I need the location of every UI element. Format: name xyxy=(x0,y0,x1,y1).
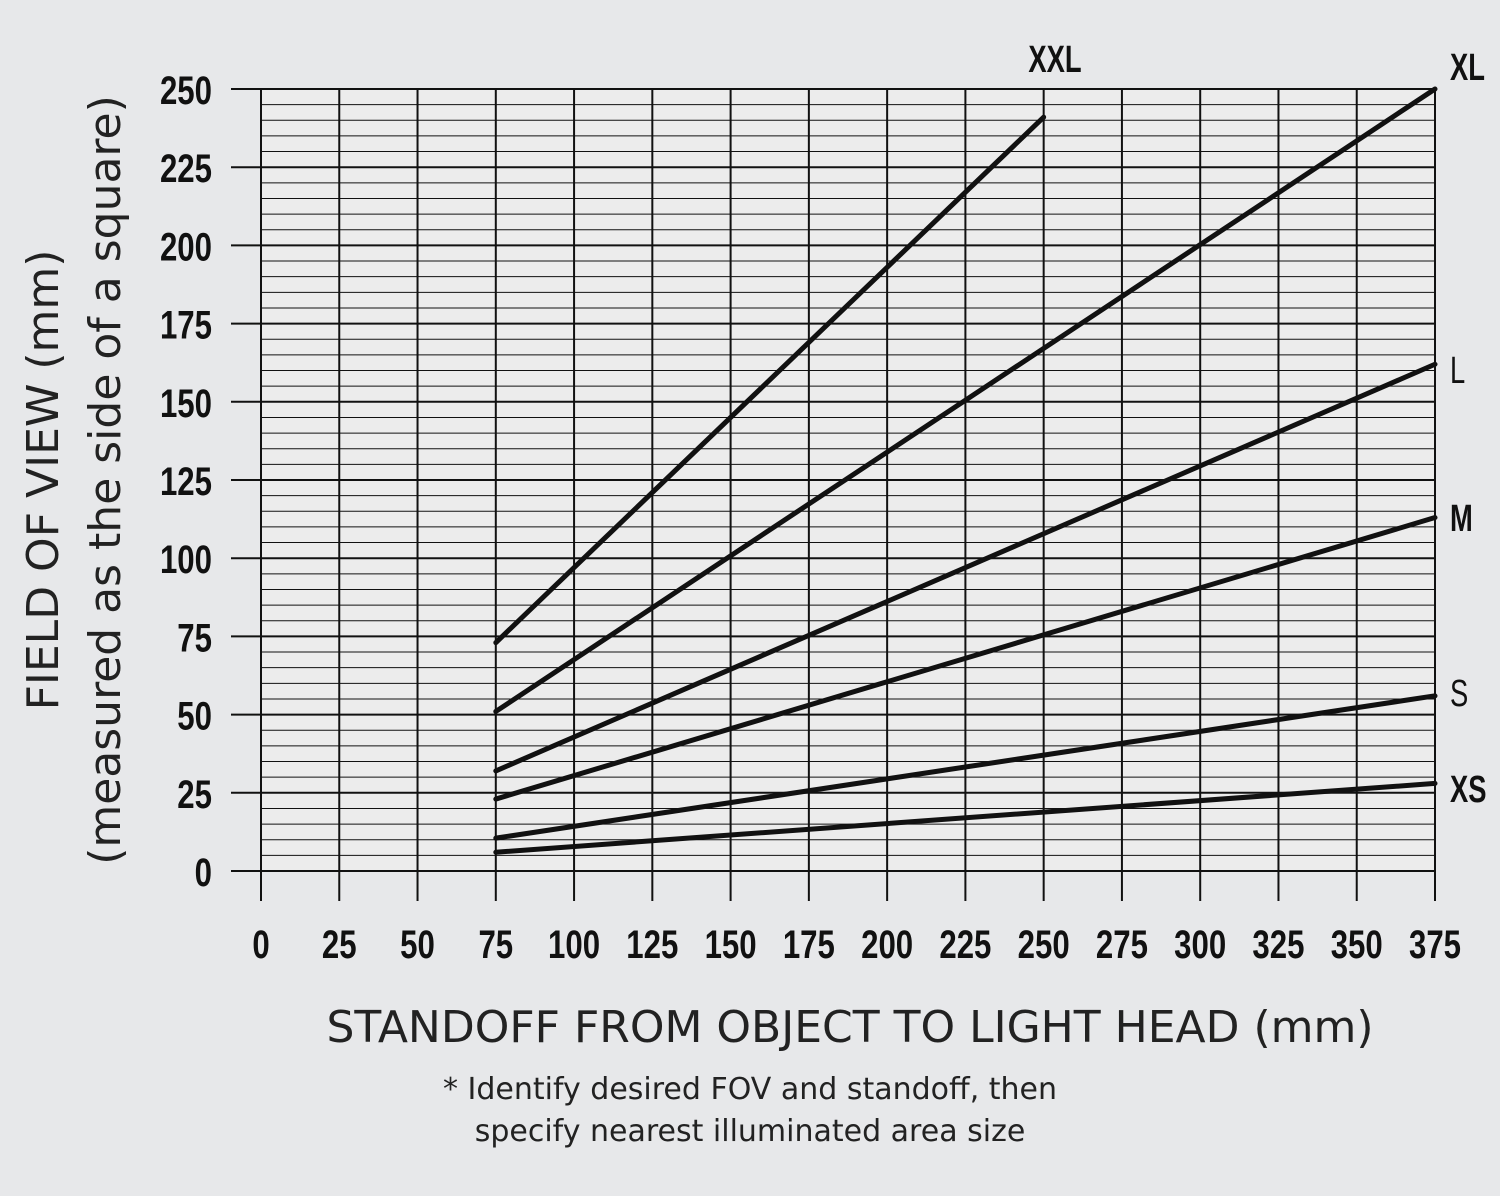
y-tick-label: 200 xyxy=(160,225,212,270)
x-tick-label: 150 xyxy=(705,922,757,967)
x-tick-label: 0 xyxy=(252,922,269,967)
series-label-m: M xyxy=(1450,498,1473,540)
y-tick-label: 175 xyxy=(160,303,212,348)
x-tick-label: 100 xyxy=(548,922,600,967)
series-label-l: L xyxy=(1450,350,1465,392)
x-tick-label: 175 xyxy=(783,922,835,967)
x-tick-label: 75 xyxy=(478,922,513,967)
series-line-xs xyxy=(493,780,1438,855)
y-tick-label: 25 xyxy=(177,772,212,817)
series-label-xxl: XXL xyxy=(1028,39,1081,81)
x-tick-label: 225 xyxy=(939,922,991,967)
series-line-xxl xyxy=(493,114,1047,646)
x-tick-label: 375 xyxy=(1409,922,1461,967)
x-tick-label: 325 xyxy=(1252,922,1304,967)
y-axis-subtitle: (measured as the side of a square) xyxy=(80,95,131,865)
footnote-line-2: specify nearest illuminated area size xyxy=(474,1114,1026,1149)
series-line-l xyxy=(493,361,1438,774)
series-label-xl: XL xyxy=(1450,47,1485,89)
x-tick-label: 200 xyxy=(861,922,913,967)
y-tick-label: 0 xyxy=(195,850,212,895)
y-axis-title: FIELD OF VIEW (mm) xyxy=(18,250,69,711)
y-tick-label: 100 xyxy=(160,538,212,583)
x-tick-label: 250 xyxy=(1018,922,1070,967)
x-tick-label: 25 xyxy=(322,922,357,967)
y-tick-label: 150 xyxy=(160,381,212,426)
series-line-xl xyxy=(493,86,1438,714)
series-line-s xyxy=(493,693,1438,841)
footnote-line-1: * Identify desired FOV and standoff, the… xyxy=(442,1072,1058,1107)
series-label-xs: XS xyxy=(1450,769,1487,811)
y-tick-label: 50 xyxy=(177,694,212,739)
x-axis-title: STANDOFF FROM OBJECT TO LIGHT HEAD (mm) xyxy=(326,1002,1373,1053)
y-tick-label: 125 xyxy=(160,459,212,504)
x-tick-label: 275 xyxy=(1096,922,1148,967)
y-tick-label: 250 xyxy=(160,68,212,113)
series-line-m xyxy=(493,515,1438,802)
x-tick-label: 50 xyxy=(400,922,435,967)
y-tick-label: 75 xyxy=(177,616,212,661)
y-tick-label: 225 xyxy=(160,147,212,192)
x-tick-label: 125 xyxy=(626,922,678,967)
x-tick-label: 350 xyxy=(1331,922,1383,967)
x-tick-label: 300 xyxy=(1174,922,1226,967)
series-label-s: S xyxy=(1450,673,1468,715)
